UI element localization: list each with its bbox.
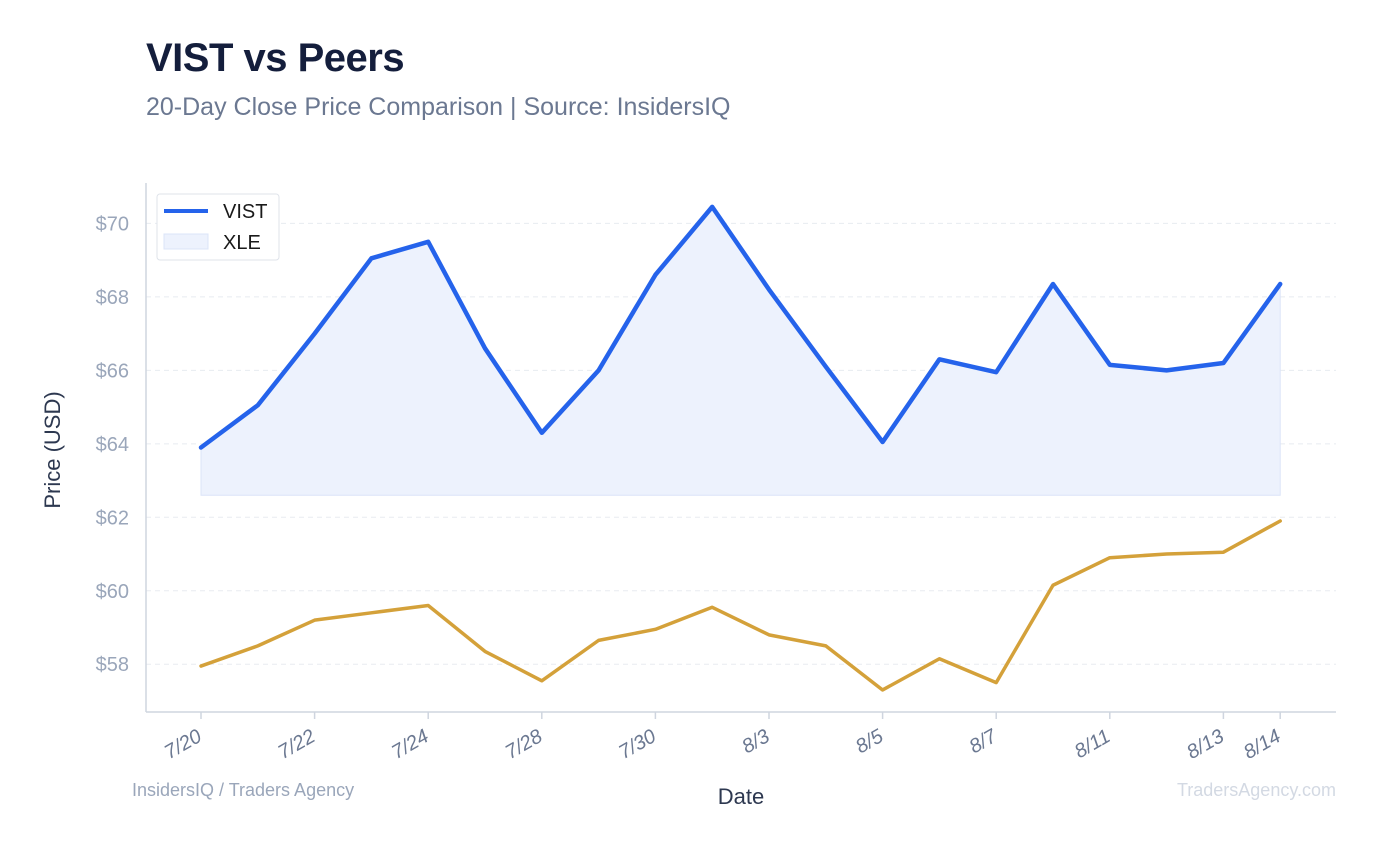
x-tick-label: 8/5 [852,725,888,758]
axis-layer [145,183,1336,719]
y-tick-label: $62 [96,507,129,529]
x-tick-label: 7/30 [615,725,660,764]
line-layer [198,204,1283,692]
y-tick-label: $60 [96,581,129,603]
x-tick-label: 8/11 [1071,725,1114,763]
x-tick-label: 7/24 [388,725,433,764]
y-tick-labels: $58 $60 $62 $64 $66 $68 $70 [96,213,129,676]
x-tick-label: 8/13 [1183,725,1228,764]
x-tick-labels: 7/20 7/22 7/24 7/28 7/30 8/3 8/5 8/7 8/11 8/13 8/1… [161,725,1285,764]
chart-subtitle: 20-Day Close Price Comparison | Source: … [146,93,731,121]
series-line-vist [198,204,1283,450]
footer-left: InsidersIQ / Traders Agency [132,780,354,800]
chart-title: VIST vs Peers [146,36,405,80]
x-tick-label: 8/14 [1240,725,1285,764]
y-tick-label: $68 [96,287,129,309]
x-tick-label: 8/7 [966,725,1002,758]
x-axis-title: Date [718,784,764,809]
legend: VIST XLE [156,193,280,261]
x-tick-label: 7/20 [161,725,206,764]
y-tick-label: $58 [96,654,129,676]
x-tick-label: 7/28 [502,725,547,764]
x-tick-label: 7/22 [274,725,319,764]
legend-label-xle: XLE [223,232,261,254]
legend-swatch-xle [163,233,209,250]
footer-right: TradersAgency.com [1177,780,1336,800]
y-tick-label: $66 [96,360,129,382]
y-axis-title: Price (USD) [40,391,65,508]
y-tick-label: $64 [96,434,129,456]
legend-label-vist: VIST [223,201,267,223]
series-line-peer [199,519,1282,692]
x-tick-label: 8/3 [738,725,773,758]
y-tick-label: $70 [96,213,129,235]
